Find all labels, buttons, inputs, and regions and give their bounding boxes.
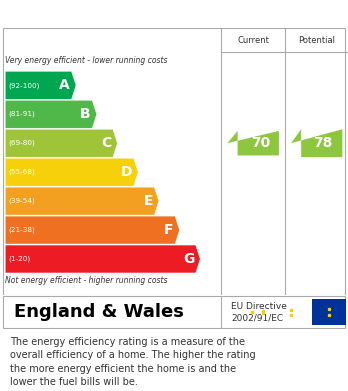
Text: Energy Efficiency Rating: Energy Efficiency Rating: [69, 7, 279, 22]
Text: D: D: [121, 165, 132, 179]
Text: England & Wales: England & Wales: [14, 303, 184, 321]
Text: Very energy efficient - lower running costs: Very energy efficient - lower running co…: [5, 56, 168, 65]
Text: lower the fuel bills will be.: lower the fuel bills will be.: [10, 377, 138, 387]
Text: G: G: [183, 252, 194, 266]
FancyBboxPatch shape: [312, 299, 346, 325]
Text: Potential: Potential: [298, 36, 335, 45]
Polygon shape: [291, 129, 342, 157]
Text: The energy efficiency rating is a measure of the: The energy efficiency rating is a measur…: [10, 337, 245, 347]
Text: (1-20): (1-20): [9, 256, 31, 262]
Polygon shape: [5, 216, 180, 244]
Polygon shape: [5, 158, 138, 186]
Text: (81-91): (81-91): [9, 111, 35, 118]
Text: A: A: [60, 78, 70, 92]
Polygon shape: [5, 100, 97, 128]
Text: EU Directive: EU Directive: [231, 302, 287, 311]
Text: F: F: [164, 223, 174, 237]
Text: 2002/91/EC: 2002/91/EC: [231, 314, 284, 323]
Text: overall efficiency of a home. The higher the rating: overall efficiency of a home. The higher…: [10, 350, 256, 360]
Text: (39-54): (39-54): [9, 198, 35, 204]
Text: Current: Current: [237, 36, 269, 45]
Polygon shape: [5, 129, 117, 157]
Text: C: C: [101, 136, 111, 150]
Text: (21-38): (21-38): [9, 227, 35, 233]
Text: Not energy efficient - higher running costs: Not energy efficient - higher running co…: [5, 276, 168, 285]
Text: (55-68): (55-68): [9, 169, 35, 176]
Text: B: B: [80, 107, 91, 121]
Text: (69-80): (69-80): [9, 140, 35, 147]
Polygon shape: [228, 131, 279, 156]
Text: (92-100): (92-100): [9, 82, 40, 88]
Text: 78: 78: [313, 136, 333, 150]
Text: the more energy efficient the home is and the: the more energy efficient the home is an…: [10, 364, 237, 374]
Text: E: E: [143, 194, 153, 208]
Text: 70: 70: [251, 136, 270, 150]
Polygon shape: [5, 187, 159, 215]
Polygon shape: [5, 71, 76, 99]
Polygon shape: [5, 245, 200, 273]
